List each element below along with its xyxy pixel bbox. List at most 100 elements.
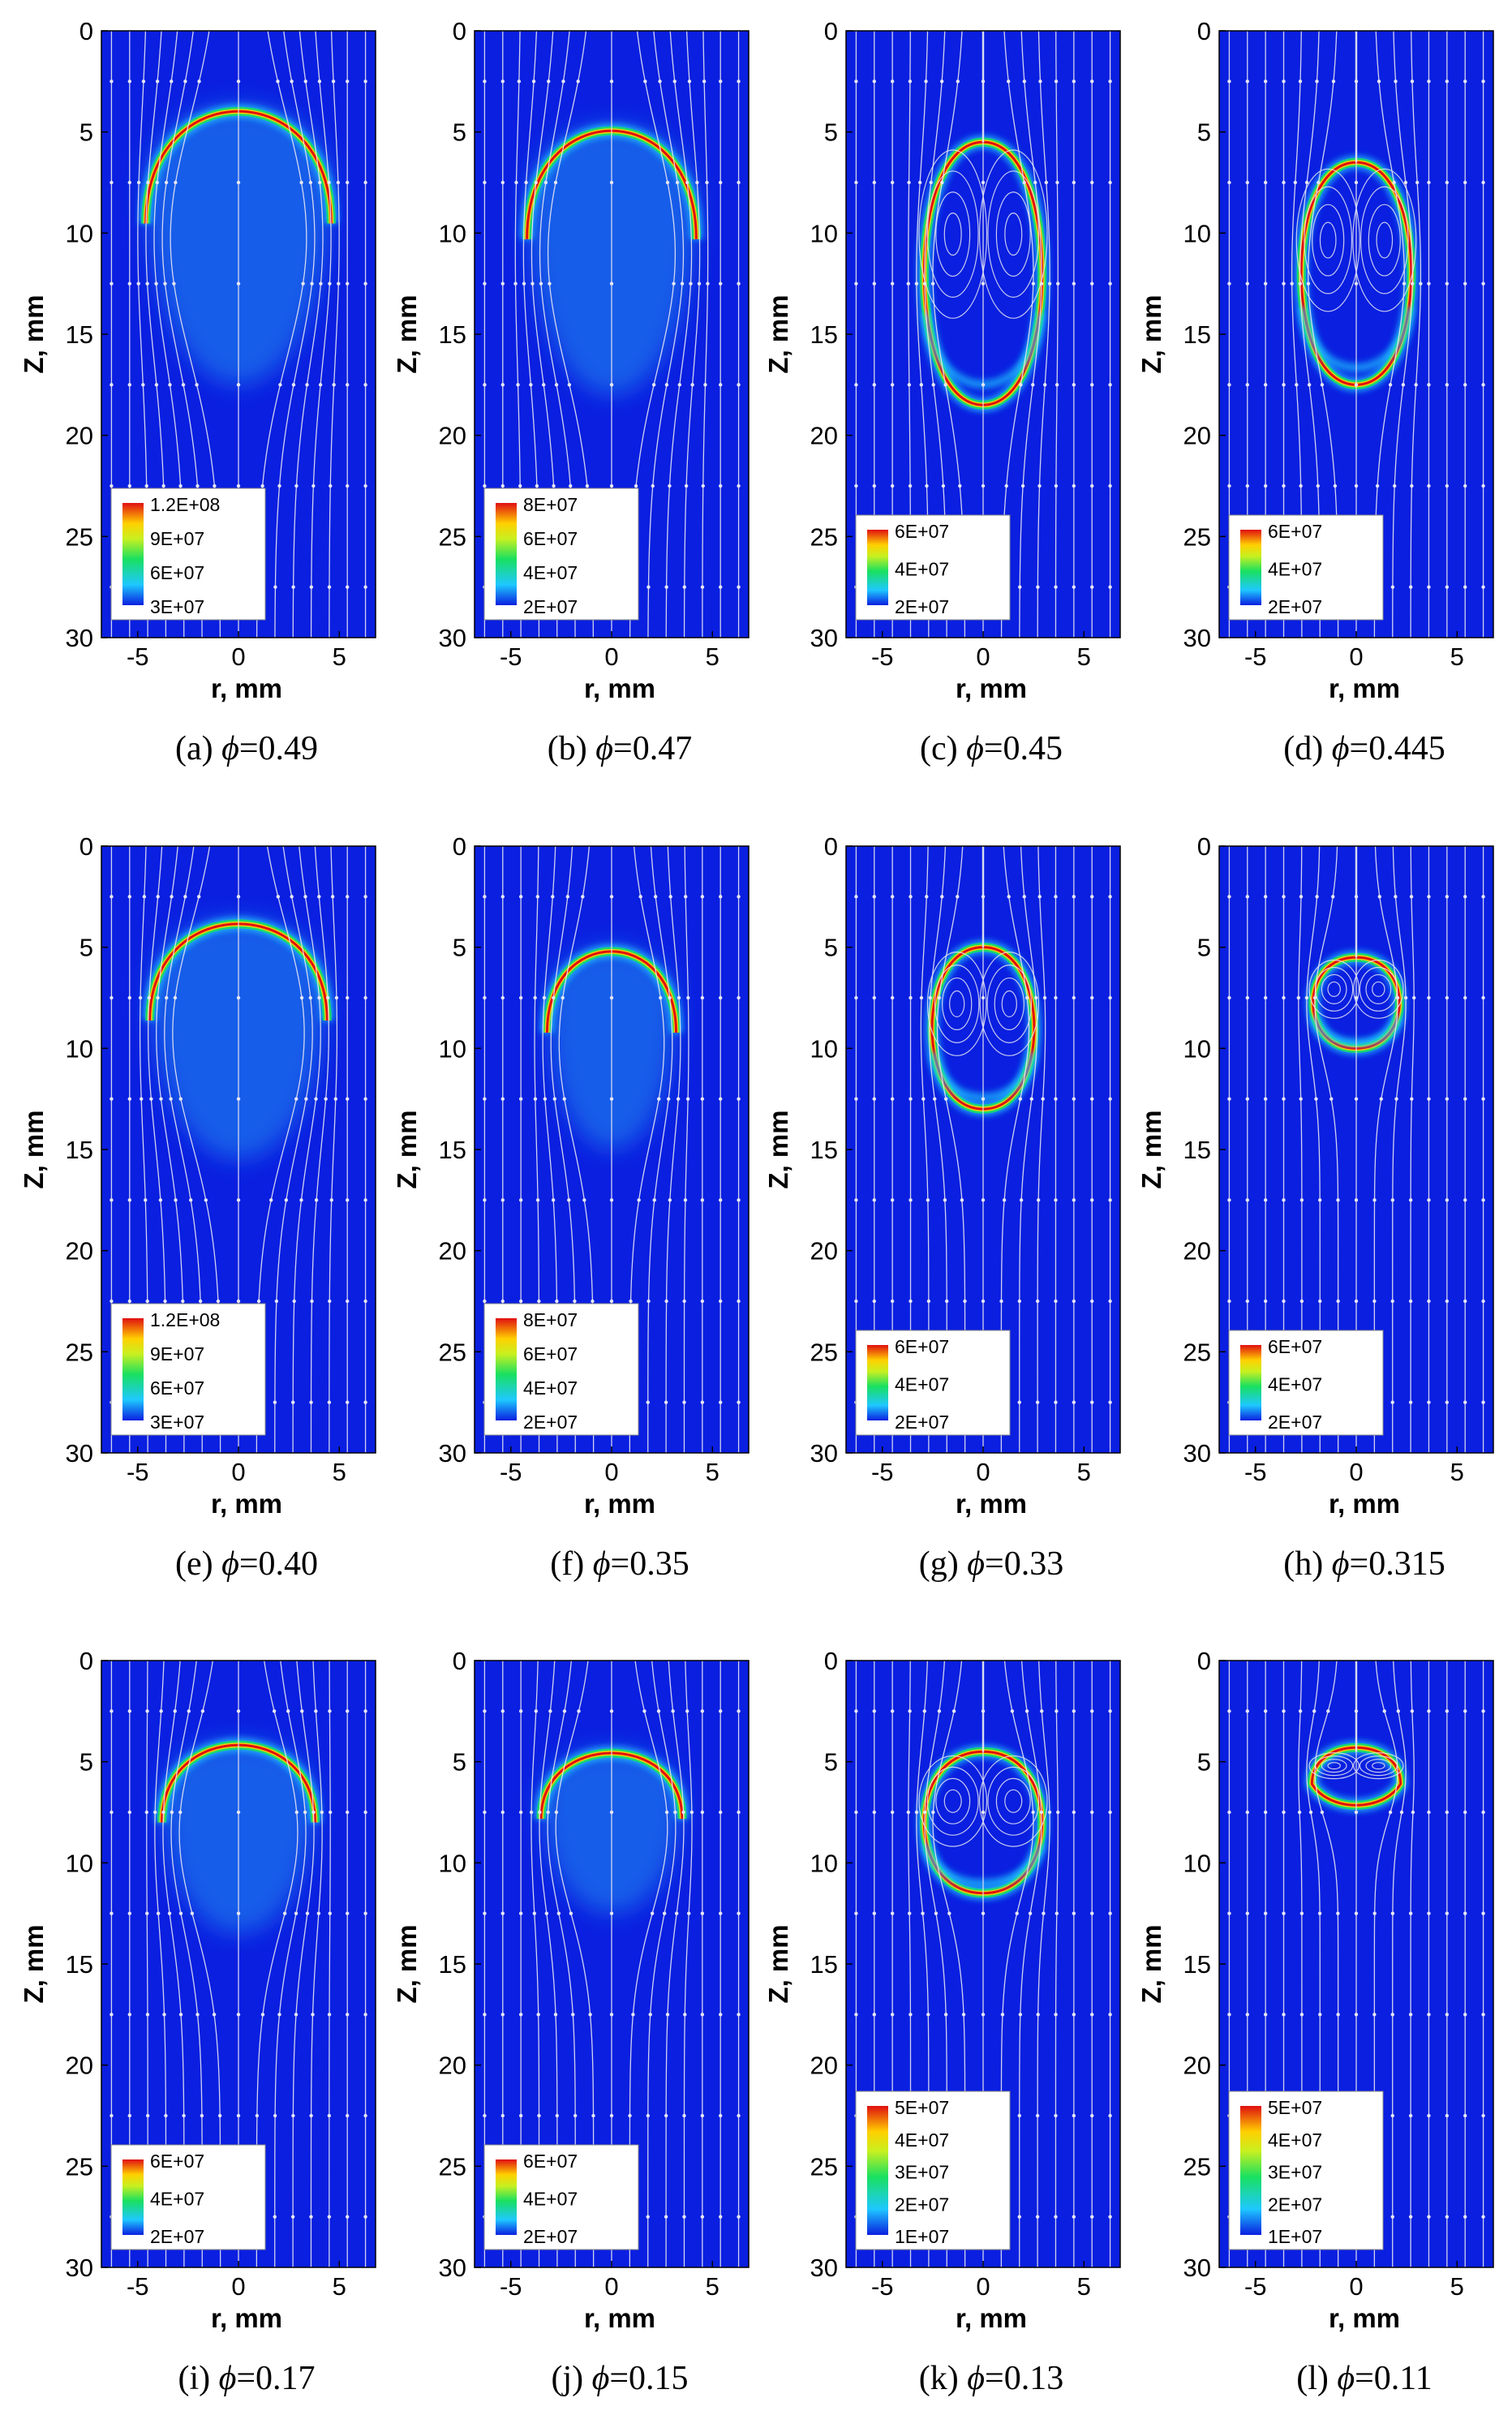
x-axis-label-k: r, mm	[956, 2303, 1027, 2333]
y-axis-label-c: Z, mm	[763, 294, 793, 373]
x-tick-label-c: 0	[976, 642, 990, 671]
x-tick-label-c: -5	[871, 642, 894, 671]
y-tick-label-e: 5	[79, 934, 93, 962]
y-tick-label-i: 15	[66, 1950, 93, 1979]
panel-k: 0 5 10 15 20 25 30 -5 0 5 r, mm Z, mm 5E+07 4E+07 3E+0…	[763, 1647, 1121, 2397]
y-tick-label-e: 20	[66, 1237, 93, 1266]
y-axis-label-k: Z, mm	[763, 1924, 793, 2003]
y-tick-label-d: 0	[1197, 17, 1211, 45]
legend-label-a: 9E+07	[150, 528, 204, 549]
y-tick-label-a: 10	[66, 219, 93, 247]
vortices-c	[918, 31, 1048, 319]
x-tick-label-f: 0	[604, 1458, 618, 1486]
legend-label-k: 5E+07	[895, 2097, 949, 2118]
y-tick-label-b: 25	[439, 522, 466, 551]
y-tick-label-g: 5	[824, 934, 838, 962]
legend-label-d: 2E+07	[1268, 596, 1322, 617]
legend-label-f: 6E+07	[523, 1343, 578, 1364]
y-tick-label-h: 5	[1197, 934, 1211, 962]
x-tick-label-b: -5	[500, 642, 522, 671]
y-tick-label-h: 10	[1183, 1034, 1211, 1063]
y-tick-label-j: 5	[453, 1748, 466, 1777]
caption-k: (k) ϕ=0.13	[919, 2360, 1063, 2397]
y-tick-label-k: 30	[810, 2254, 838, 2282]
legend-label-i: 6E+07	[150, 2151, 204, 2172]
legend-label-d: 4E+07	[1268, 559, 1322, 580]
panel-e: 0 5 10 15 20 25 30 -5 0 5 r, mm Z, mm 1.2E+08 9E+07 6E…	[19, 832, 376, 1583]
y-tick-label-k: 5	[824, 1748, 838, 1777]
y-tick-label-e: 10	[66, 1034, 93, 1063]
y-tick-label-i: 10	[66, 1849, 93, 1877]
y-tick-label-c: 30	[810, 624, 838, 652]
legend-label-k: 1E+07	[895, 2226, 949, 2247]
legend-label-e: 1.2E+08	[150, 1309, 220, 1330]
caption-a: (a) ϕ=0.49	[175, 730, 318, 767]
y-tick-label-l: 30	[1183, 2254, 1211, 2282]
y-tick-label-j: 0	[453, 1647, 466, 1675]
legend-label-j: 6E+07	[523, 2151, 578, 2172]
x-tick-label-d: 5	[1450, 642, 1464, 671]
panel-b: 0 5 10 15 20 25 30 -5 0 5 r, mm Z, mm 8E+07 6E+07 4E+0…	[392, 17, 750, 767]
y-tick-label-a: 0	[79, 17, 93, 45]
legend-label-c: 6E+07	[895, 521, 949, 542]
x-tick-label-j: -5	[500, 2272, 522, 2301]
y-tick-label-h: 15	[1183, 1136, 1211, 1164]
y-tick-label-j: 25	[439, 2152, 466, 2181]
x-tick-label-b: 0	[604, 642, 618, 671]
y-tick-label-k: 0	[824, 1647, 838, 1675]
legend-colorbar-a	[122, 503, 144, 605]
y-tick-label-a: 20	[66, 422, 93, 450]
x-tick-label-a: 0	[231, 642, 245, 671]
y-tick-label-f: 15	[439, 1136, 466, 1164]
y-tick-label-j: 15	[439, 1950, 466, 1979]
legend-label-l: 5E+07	[1268, 2097, 1322, 2118]
legend-colorbar-k	[867, 2106, 888, 2235]
x-tick-label-l: 5	[1450, 2272, 1464, 2301]
y-axis-label-j: Z, mm	[392, 1924, 422, 2003]
y-axis-label-h: Z, mm	[1136, 1110, 1166, 1188]
legend-label-b: 6E+07	[523, 528, 578, 549]
y-tick-label-a: 30	[66, 624, 93, 652]
y-axis-label-f: Z, mm	[392, 1110, 422, 1188]
legend-label-f: 2E+07	[523, 1412, 578, 1433]
y-tick-label-b: 5	[453, 118, 466, 147]
legend-label-d: 6E+07	[1268, 521, 1322, 542]
y-tick-label-i: 20	[66, 2052, 93, 2080]
x-tick-label-l: -5	[1244, 2272, 1267, 2301]
x-tick-label-f: -5	[500, 1458, 522, 1486]
y-tick-label-k: 10	[810, 1849, 838, 1877]
x-axis-label-d: r, mm	[1329, 673, 1400, 703]
y-tick-label-l: 20	[1183, 2052, 1211, 2080]
x-tick-label-i: 0	[231, 2272, 245, 2301]
vortices-h	[1308, 846, 1404, 1019]
x-tick-label-c: 5	[1077, 642, 1091, 671]
y-axis-label-l: Z, mm	[1136, 1924, 1166, 2003]
y-tick-label-e: 25	[66, 1338, 93, 1366]
caption-l: (l) ϕ=0.11	[1296, 2360, 1433, 2397]
y-tick-label-d: 25	[1183, 522, 1211, 551]
y-tick-label-d: 20	[1183, 422, 1211, 450]
y-tick-label-d: 5	[1197, 118, 1211, 147]
legend-label-l: 4E+07	[1268, 2129, 1322, 2151]
legend-label-h: 2E+07	[1268, 1412, 1322, 1433]
legend-label-h: 6E+07	[1268, 1336, 1322, 1357]
y-tick-label-l: 5	[1197, 1748, 1211, 1777]
y-tick-label-f: 25	[439, 1338, 466, 1366]
legend-label-l: 3E+07	[1268, 2162, 1322, 2183]
legend-label-g: 2E+07	[895, 1412, 949, 1433]
x-tick-label-j: 5	[706, 2272, 719, 2301]
y-tick-label-g: 0	[824, 832, 838, 861]
legend-label-f: 4E+07	[523, 1377, 578, 1399]
y-axis-label-a: Z, mm	[19, 294, 49, 373]
legend-label-h: 4E+07	[1268, 1374, 1322, 1395]
y-axis-label-b: Z, mm	[392, 294, 422, 373]
y-tick-label-e: 15	[66, 1136, 93, 1164]
y-tick-label-j: 20	[439, 2052, 466, 2080]
legend-label-g: 6E+07	[895, 1336, 949, 1357]
legend-label-b: 8E+07	[523, 494, 578, 515]
y-tick-label-b: 30	[439, 624, 466, 652]
x-tick-label-i: 5	[333, 2272, 346, 2301]
y-tick-label-i: 0	[79, 1647, 93, 1675]
x-axis-label-i: r, mm	[211, 2303, 282, 2333]
y-tick-label-g: 15	[810, 1136, 838, 1164]
